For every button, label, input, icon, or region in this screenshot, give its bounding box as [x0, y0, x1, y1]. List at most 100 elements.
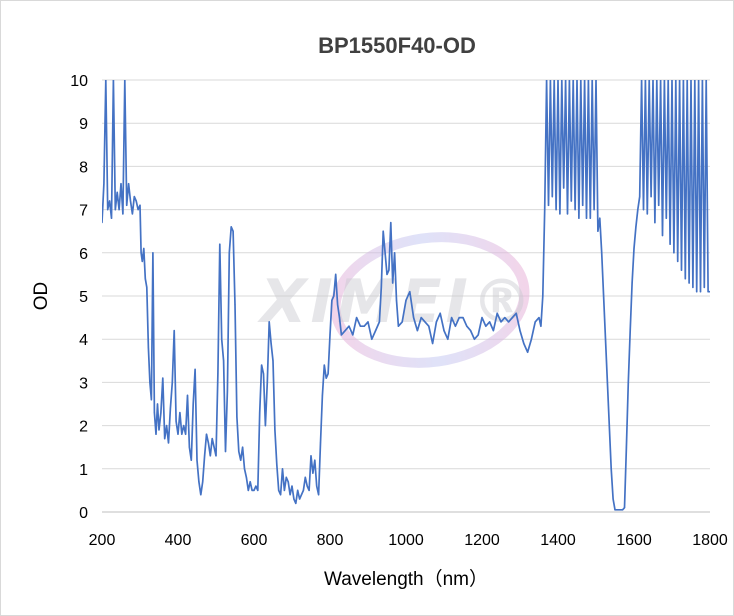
data-point — [234, 304, 236, 306]
data-point — [696, 291, 698, 293]
data-point — [171, 381, 173, 383]
data-point — [112, 80, 114, 81]
data-point — [329, 334, 331, 336]
data-point — [109, 200, 111, 202]
data-point — [156, 403, 159, 405]
data-point — [504, 317, 506, 319]
data-point — [253, 489, 255, 491]
data-point — [641, 80, 643, 81]
data-point — [140, 252, 142, 254]
data-point — [612, 498, 614, 500]
data-point — [226, 390, 228, 392]
data-point — [352, 334, 354, 336]
data-point — [680, 269, 683, 271]
data-point — [302, 489, 304, 491]
data-point — [519, 330, 521, 332]
data-point — [169, 407, 171, 409]
data-point — [323, 364, 325, 366]
data-point — [124, 80, 126, 81]
data-point — [606, 381, 609, 383]
data-point — [153, 412, 155, 414]
data-point — [306, 485, 308, 487]
data-point — [544, 209, 546, 211]
data-point — [363, 325, 365, 327]
data-point — [627, 381, 629, 383]
data-point — [394, 252, 396, 254]
data-point — [631, 282, 633, 284]
data-point — [701, 80, 703, 81]
data-point — [572, 80, 574, 81]
data-point — [319, 442, 322, 444]
data-point — [259, 412, 261, 414]
data-point — [200, 494, 202, 496]
data-point — [582, 204, 584, 206]
data-point — [648, 80, 650, 81]
data-point — [601, 252, 603, 254]
data-point — [496, 312, 498, 314]
x-tick-label: 200 — [89, 532, 116, 549]
data-point — [190, 459, 192, 461]
data-point — [690, 80, 692, 81]
x-tick-label: 1000 — [388, 532, 424, 549]
data-point — [344, 330, 346, 332]
data-point — [432, 342, 434, 345]
data-point — [194, 368, 196, 370]
data-point — [585, 217, 588, 219]
data-point — [416, 330, 418, 332]
data-point — [141, 260, 143, 262]
data-point — [451, 317, 453, 319]
data-point — [559, 213, 561, 215]
data-point — [576, 80, 578, 81]
data-point — [477, 334, 479, 336]
data-point — [304, 476, 306, 478]
data-point — [665, 217, 667, 219]
y-tick-label: 10 — [70, 73, 88, 90]
data-point — [397, 325, 399, 327]
y-tick-label: 4 — [79, 332, 88, 349]
data-point — [658, 204, 660, 206]
data-point — [333, 295, 335, 297]
data-point — [196, 459, 198, 461]
series-points — [102, 80, 710, 511]
data-point — [656, 80, 658, 81]
data-point — [291, 485, 293, 487]
data-point — [635, 226, 637, 228]
x-tick-label: 1800 — [692, 532, 728, 549]
data-point — [264, 425, 266, 427]
data-point — [131, 213, 133, 215]
data-point — [542, 295, 544, 297]
data-point — [435, 321, 437, 323]
data-point — [247, 489, 249, 491]
data-point — [677, 260, 679, 262]
data-point — [147, 347, 149, 349]
data-point — [699, 291, 702, 293]
data-point — [390, 222, 392, 224]
data-point — [202, 481, 204, 483]
data-point — [249, 481, 251, 483]
data-point — [679, 80, 681, 81]
data-point — [287, 481, 289, 483]
data-point — [661, 234, 664, 237]
data-point — [443, 330, 445, 332]
data-point — [126, 204, 128, 206]
data-point — [192, 403, 194, 405]
data-point — [485, 325, 487, 327]
data-point — [107, 209, 109, 211]
y-tick-label: 2 — [79, 419, 88, 436]
data-point — [166, 425, 168, 427]
data-point — [454, 325, 456, 327]
data-point — [392, 282, 394, 284]
data-point — [122, 213, 124, 215]
data-point — [534, 321, 536, 323]
data-point — [251, 489, 253, 491]
data-point — [549, 80, 551, 81]
data-point — [673, 252, 675, 254]
data-point — [285, 476, 287, 478]
data-point — [405, 299, 407, 301]
data-point — [593, 209, 595, 211]
data-point — [204, 455, 206, 457]
data-point — [183, 425, 185, 427]
data-point — [181, 433, 183, 435]
data-point — [293, 498, 295, 500]
